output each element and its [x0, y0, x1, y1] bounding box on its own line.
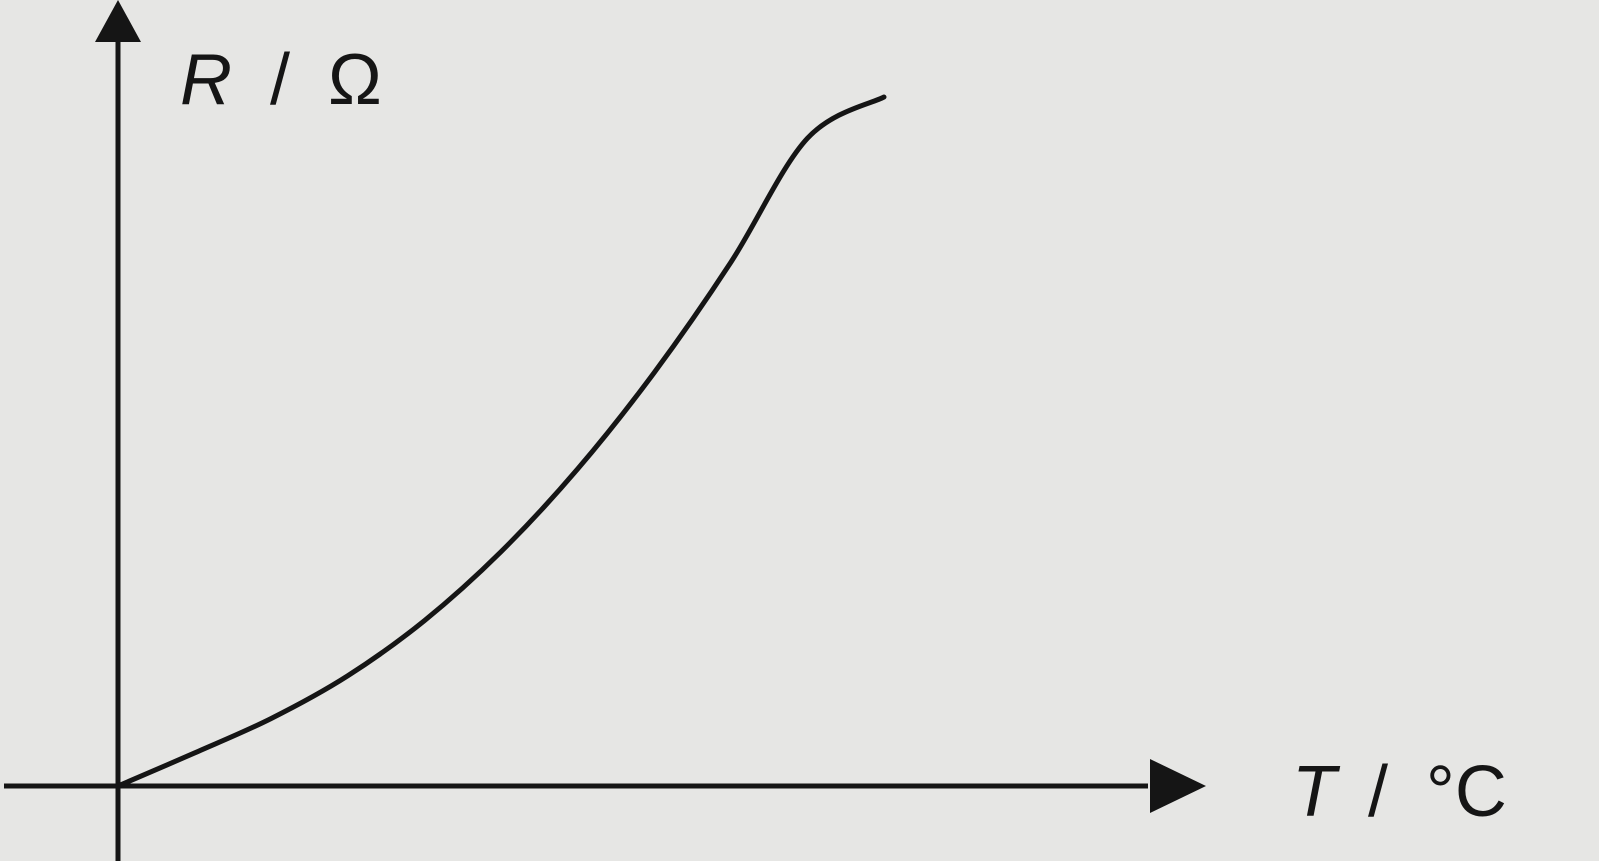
y-axis-label: R / Ω [180, 40, 382, 120]
y-axis-separator: / [270, 40, 290, 120]
series-line [115, 94, 887, 789]
x-axis-separator: / [1368, 752, 1388, 832]
y-axis-symbol: R [180, 40, 232, 120]
x-axis-symbol: T [1292, 752, 1341, 832]
x-axis-unit: °C [1426, 752, 1507, 832]
y-axis-arrow-icon [95, 0, 141, 42]
y-axis-unit: Ω [328, 40, 382, 120]
x-axis-label: T / °C [1292, 752, 1507, 832]
x-axis-arrow-icon [1150, 759, 1206, 813]
